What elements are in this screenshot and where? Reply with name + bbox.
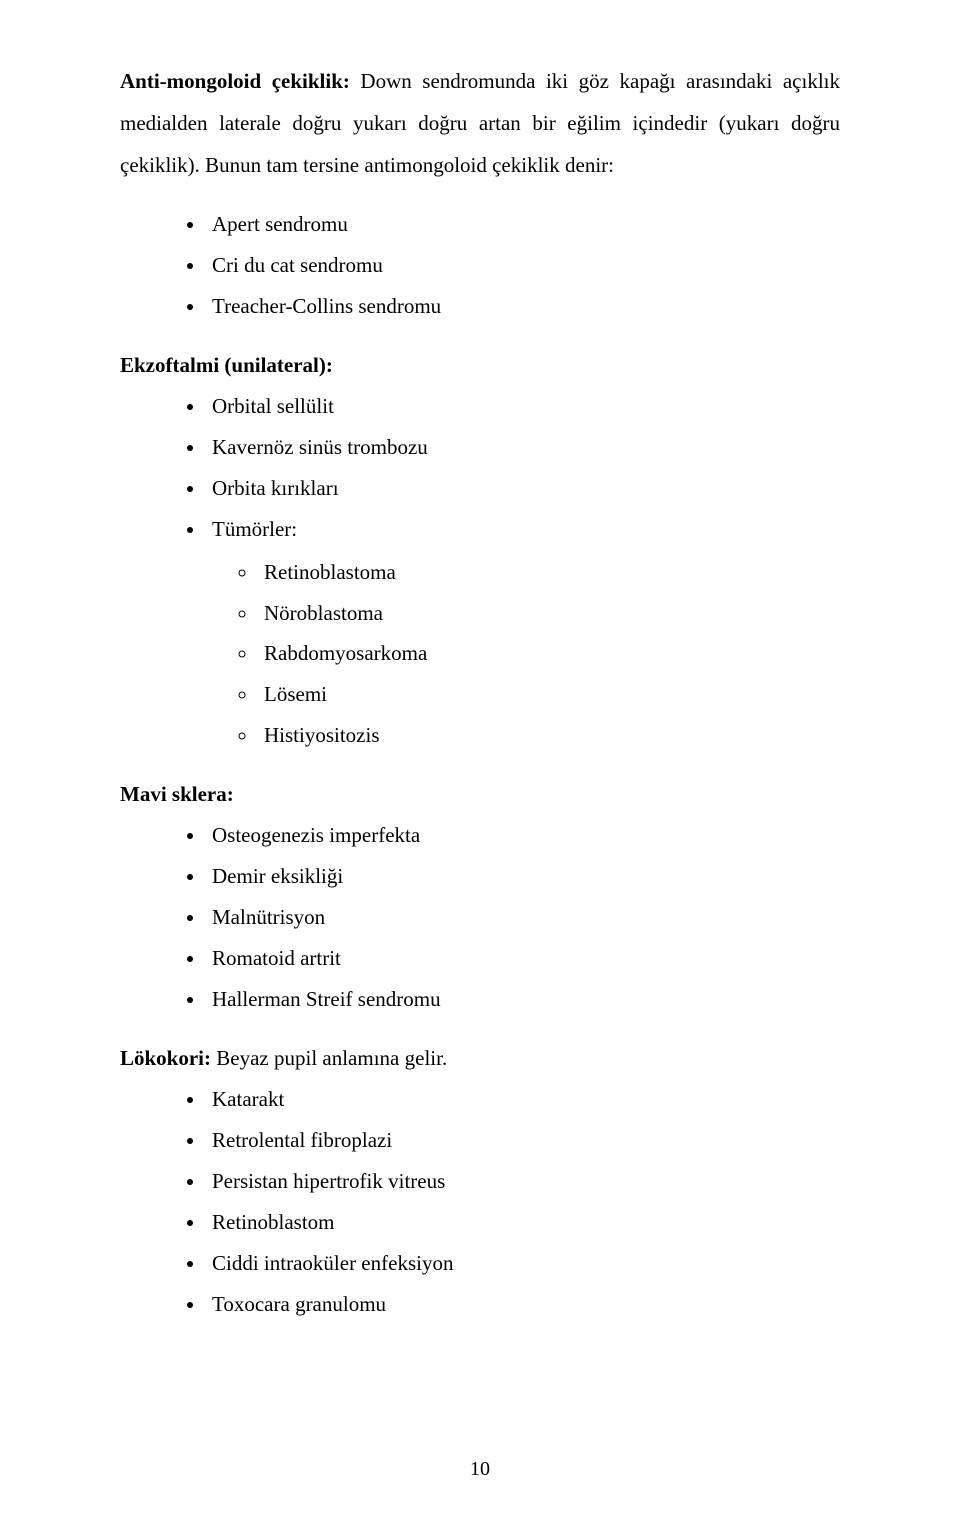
- list-item: Demir eksikliği: [206, 856, 840, 897]
- list-item: Toxocara granulomu: [206, 1284, 840, 1325]
- list-antimongoloid: Apert sendromu Cri du cat sendromu Treac…: [120, 204, 840, 327]
- list-item: Kavernöz sinüs trombozu: [206, 427, 840, 468]
- list-item: Nöroblastoma: [258, 593, 840, 634]
- list-item-label: Tümörler:: [212, 517, 297, 541]
- ekzoftalmi-title: Ekzoftalmi (unilateral):: [120, 353, 840, 378]
- lokokori-bold: Lökokori:: [120, 1046, 211, 1070]
- list-item: Retinoblastoma: [258, 552, 840, 593]
- page: Anti-mongoloid çekiklik: Down sendromund…: [0, 0, 960, 1537]
- lokokori-line: Lökokori: Beyaz pupil anlamına gelir.: [120, 1046, 840, 1071]
- list-ekzoftalmi: Orbital sellülit Kavernöz sinüs trombozu…: [120, 386, 840, 756]
- intro-paragraph: Anti-mongoloid çekiklik: Down sendromund…: [120, 60, 840, 186]
- list-mavi-sklera: Osteogenezis imperfekta Demir eksikliği …: [120, 815, 840, 1020]
- list-item: Rabdomyosarkoma: [258, 633, 840, 674]
- list-item: Ciddi intraoküler enfeksiyon: [206, 1243, 840, 1284]
- list-item: Retrolental fibroplazi: [206, 1120, 840, 1161]
- list-item: Apert sendromu: [206, 204, 840, 245]
- list-item: Hallerman Streif sendromu: [206, 979, 840, 1020]
- lokokori-rest: Beyaz pupil anlamına gelir.: [211, 1046, 447, 1070]
- intro-line3: tersine antimongoloid çekiklik denir:: [303, 153, 614, 177]
- list-item: Retinoblastom: [206, 1202, 840, 1243]
- list-item: Tümörler: Retinoblastoma Nöroblastoma Ra…: [206, 509, 840, 757]
- list-item: Romatoid artrit: [206, 938, 840, 979]
- list-item: Treacher-Collins sendromu: [206, 286, 840, 327]
- list-lokokori: Katarakt Retrolental fibroplazi Persista…: [120, 1079, 840, 1325]
- list-item: Malnütrisyon: [206, 897, 840, 938]
- list-item: Lösemi: [258, 674, 840, 715]
- list-item: Orbital sellülit: [206, 386, 840, 427]
- intro-bold: Anti-mongoloid çekiklik:: [120, 69, 350, 93]
- list-item: Persistan hipertrofik vitreus: [206, 1161, 840, 1202]
- page-number: 10: [0, 1458, 960, 1481]
- list-tumorler: Retinoblastoma Nöroblastoma Rabdomyosark…: [212, 552, 840, 757]
- list-item: Katarakt: [206, 1079, 840, 1120]
- list-item: Orbita kırıkları: [206, 468, 840, 509]
- list-item: Cri du cat sendromu: [206, 245, 840, 286]
- list-item: Histiyositozis: [258, 715, 840, 756]
- list-item: Osteogenezis imperfekta: [206, 815, 840, 856]
- mavi-sklera-title: Mavi sklera:: [120, 782, 840, 807]
